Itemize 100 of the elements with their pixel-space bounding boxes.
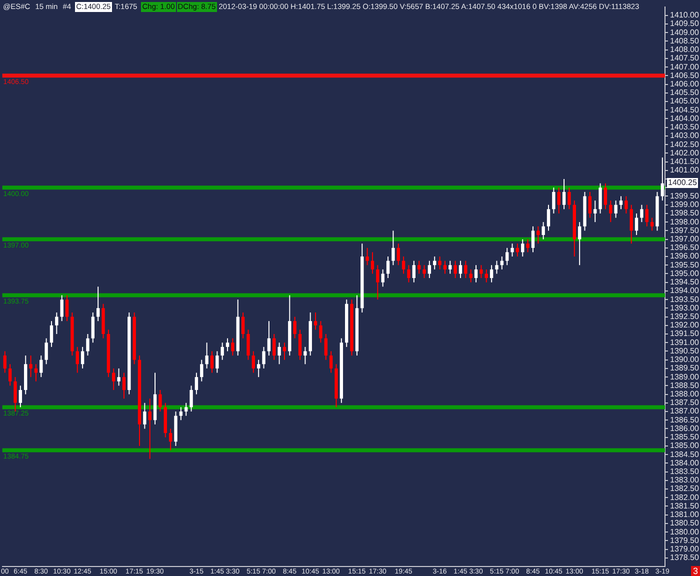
candlestick bbox=[184, 402, 188, 416]
y-tick-label: 1396.50 bbox=[670, 243, 700, 252]
candlestick bbox=[220, 342, 224, 360]
y-tick-label: 1406.00 bbox=[670, 80, 700, 88]
candlestick bbox=[366, 247, 369, 266]
candlestick bbox=[262, 346, 266, 369]
candlestick bbox=[490, 264, 494, 283]
y-tick-label: 1397.00 bbox=[670, 234, 700, 244]
y-tick-label: 1386.00 bbox=[670, 424, 700, 433]
candlestick bbox=[267, 320, 271, 356]
y-tick-label: 1378.50 bbox=[670, 553, 700, 562]
candlestick bbox=[40, 355, 43, 378]
candlestick bbox=[246, 329, 250, 360]
y-tick-label: 1391.50 bbox=[670, 329, 700, 338]
y-tick-label: 1388.50 bbox=[670, 380, 700, 390]
y-tick-label: 1403.50 bbox=[670, 122, 700, 132]
candlestick bbox=[329, 350, 333, 374]
candlestick bbox=[216, 350, 219, 374]
candlestick bbox=[91, 312, 95, 344]
candlestick bbox=[194, 372, 198, 395]
candlestick bbox=[293, 316, 296, 339]
candlestick bbox=[588, 191, 592, 218]
y-tick-label: 1407.50 bbox=[670, 54, 700, 63]
y-tick-label: 1391.00 bbox=[670, 338, 700, 347]
candlestick bbox=[650, 217, 654, 232]
y-tick-label: 1382.00 bbox=[670, 492, 700, 502]
candlestick bbox=[536, 226, 540, 244]
candlestick bbox=[117, 368, 120, 386]
candlestick bbox=[210, 350, 214, 374]
y-tick-label: 1379.00 bbox=[670, 544, 700, 554]
annotation: 1400.25 bbox=[667, 178, 698, 188]
candlestick bbox=[14, 376, 17, 412]
candlestick bbox=[8, 364, 12, 386]
candlestick bbox=[252, 350, 256, 374]
candlestick bbox=[278, 342, 281, 365]
candlestick bbox=[443, 260, 447, 274]
y-tick-label: 1385.00 bbox=[670, 441, 700, 450]
candlestick bbox=[640, 204, 644, 223]
candlestick bbox=[521, 238, 524, 258]
candlestick bbox=[122, 372, 126, 400]
candlestick bbox=[614, 200, 618, 218]
candlestick bbox=[568, 187, 571, 210]
y-tick-label: 1380.50 bbox=[670, 518, 700, 528]
y-tick-label: 1395.00 bbox=[670, 268, 700, 278]
candlestick bbox=[505, 247, 509, 266]
candlestick bbox=[158, 389, 162, 412]
text: 3 bbox=[690, 566, 700, 576]
candlestick bbox=[557, 187, 560, 214]
y-tick-label: 1392.00 bbox=[670, 320, 700, 330]
candlestick bbox=[604, 182, 608, 210]
y-tick-label: 1381.50 bbox=[670, 501, 700, 510]
candlestick bbox=[205, 342, 208, 369]
candlestick bbox=[112, 368, 116, 390]
candlestick bbox=[594, 200, 597, 223]
y-tick-label: 1396.00 bbox=[670, 252, 700, 261]
candlestick bbox=[417, 260, 421, 274]
candlestick bbox=[143, 402, 146, 430]
y-tick-label: 1406.50 bbox=[670, 70, 700, 80]
candlestick bbox=[645, 204, 648, 227]
candlestick bbox=[495, 260, 498, 274]
y-tick-label: 1394.00 bbox=[670, 286, 700, 296]
candlestick bbox=[552, 187, 556, 214]
candlestick bbox=[370, 252, 374, 274]
candlestick bbox=[381, 268, 384, 288]
y-tick-label: 1395.50 bbox=[670, 260, 700, 270]
y-tick-label: 1385.50 bbox=[670, 432, 700, 442]
candlestick bbox=[200, 359, 204, 382]
candlestick bbox=[562, 178, 566, 210]
candlestick bbox=[3, 350, 6, 374]
candlestick bbox=[542, 222, 545, 240]
candlestick bbox=[256, 359, 260, 378]
y-tick-label: 1383.00 bbox=[670, 476, 700, 485]
candlestick bbox=[241, 312, 245, 339]
y-tick-label: 1392.50 bbox=[670, 312, 700, 321]
y-tick-label: 1384.50 bbox=[670, 450, 700, 459]
candlestick bbox=[578, 222, 582, 266]
y-tick-label: 1401.00 bbox=[670, 166, 700, 175]
y-tick-label: 1402.50 bbox=[670, 140, 700, 149]
candlestick bbox=[304, 346, 307, 365]
candlestick bbox=[376, 264, 380, 300]
candlestick bbox=[407, 264, 410, 283]
candlestick bbox=[392, 230, 395, 266]
candlestick bbox=[402, 256, 406, 274]
candlestick bbox=[226, 338, 230, 352]
candlestick bbox=[319, 320, 322, 344]
candlestick bbox=[546, 204, 550, 232]
candlestick bbox=[18, 385, 22, 408]
candlestick bbox=[474, 264, 478, 283]
candlestick bbox=[469, 268, 472, 283]
candlestick bbox=[60, 294, 64, 322]
y-tick-label: 1402.00 bbox=[670, 148, 700, 158]
y-tick-label: 1394.50 bbox=[670, 278, 700, 287]
candlestick bbox=[80, 346, 84, 369]
y-tick-label: 1399.00 bbox=[670, 200, 700, 210]
y-tick-label: 1409.00 bbox=[670, 28, 700, 37]
candlestick bbox=[86, 334, 90, 356]
y-tick-label: 1404.50 bbox=[670, 105, 700, 114]
candlestick bbox=[458, 260, 462, 279]
candlestick bbox=[148, 398, 152, 460]
candlestick bbox=[448, 260, 452, 274]
